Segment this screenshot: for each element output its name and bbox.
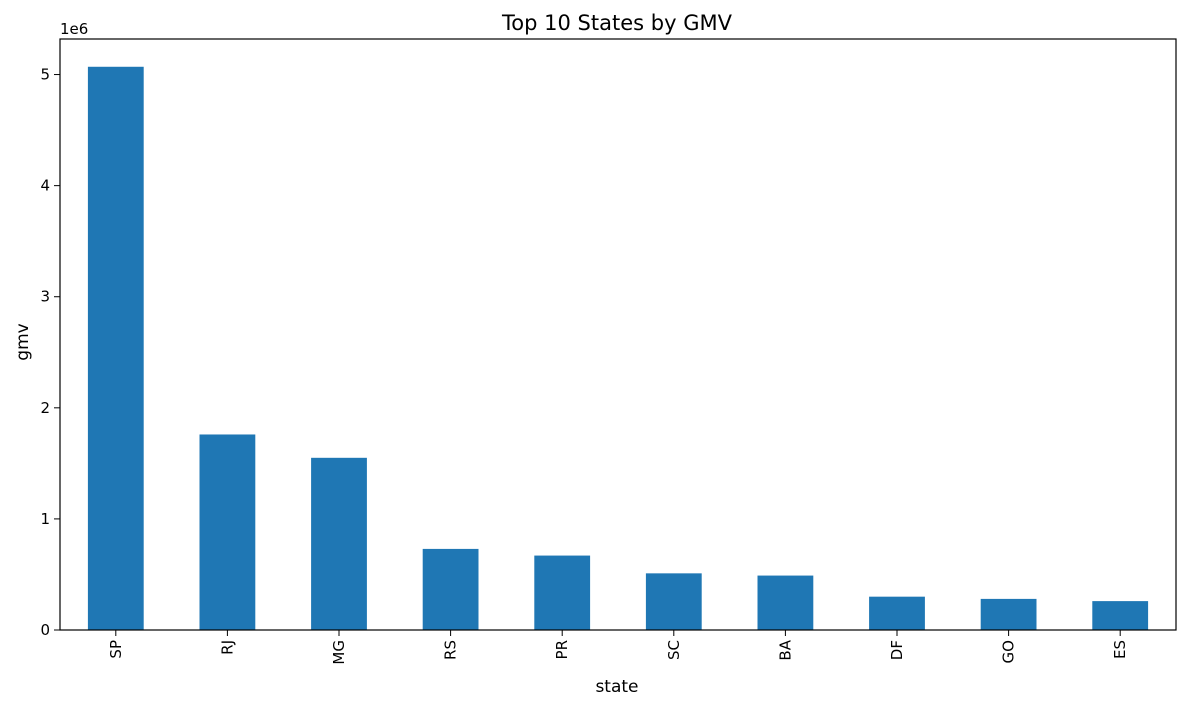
- y-tick-label: 2: [40, 399, 50, 417]
- chart-title: Top 10 States by GMV: [501, 11, 733, 35]
- bar-ba: [757, 575, 814, 630]
- x-tick-label: SC: [665, 640, 683, 660]
- x-tick-label: BA: [776, 639, 794, 660]
- bar-rs: [422, 548, 479, 630]
- x-tick-label: PR: [553, 640, 571, 659]
- x-tick-label: ES: [1111, 640, 1129, 659]
- y-tick-label: 1: [40, 510, 50, 528]
- bars-group: [87, 66, 1149, 630]
- y-axis-offset-label: 1e6: [60, 20, 88, 38]
- x-tick-label: MG: [330, 640, 348, 665]
- y-tick-label: 5: [40, 66, 50, 84]
- bar-go: [980, 598, 1037, 630]
- bar-sc: [645, 573, 702, 630]
- y-axis-label: gmv: [13, 323, 33, 360]
- bar-mg: [311, 457, 367, 630]
- bar-sp: [87, 66, 144, 630]
- y-axis-ticks: 0 1 2 3 4 5: [40, 66, 60, 639]
- x-tick-label: GO: [1000, 640, 1018, 663]
- y-tick-label: 3: [40, 288, 50, 306]
- x-tick-label: DF: [888, 640, 906, 660]
- bar-pr: [534, 555, 591, 630]
- x-tick-label: RJ: [218, 640, 236, 655]
- x-tick-label: SP: [107, 640, 125, 659]
- plot-frame: [59, 38, 1177, 631]
- bar-df: [869, 596, 925, 630]
- y-tick-label: 4: [40, 177, 50, 195]
- x-axis-label: state: [595, 677, 638, 697]
- x-tick-label: RS: [442, 640, 460, 660]
- bar-es: [1092, 601, 1149, 630]
- bar-rj: [199, 434, 256, 630]
- x-axis-ticks: SP RJ MG RS PR SC BA DF GO ES: [107, 630, 1129, 665]
- y-tick-label: 0: [40, 621, 50, 639]
